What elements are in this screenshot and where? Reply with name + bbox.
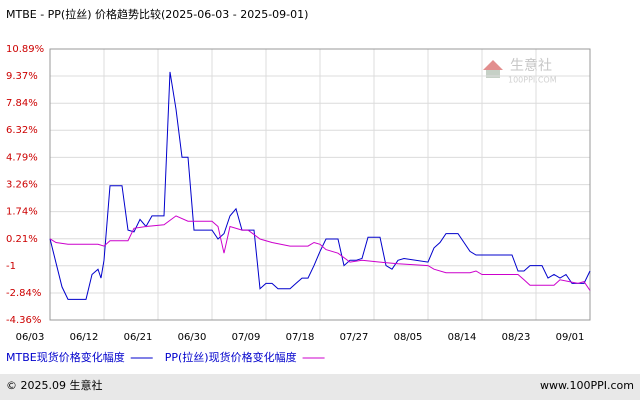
footer-bar xyxy=(0,374,640,400)
x-tick-label: 06/03 xyxy=(16,332,45,343)
y-tick-label: 4.79% xyxy=(6,152,38,163)
x-tick-label: 06/12 xyxy=(70,332,99,343)
chart-title: MTBE - PP(拉丝) 价格趋势比较(2025-06-03 - 2025-0… xyxy=(6,7,308,21)
y-tick-label: -4.36% xyxy=(6,315,41,326)
x-tick-label: 07/09 xyxy=(232,332,261,343)
watermark-text: 生意社 xyxy=(510,57,552,74)
y-tick-label: 6.32% xyxy=(6,125,38,136)
y-tick-label: 7.84% xyxy=(6,98,38,109)
plot-border xyxy=(49,48,591,321)
footer-left: © 2025.09 生意社 xyxy=(6,378,102,392)
x-tick-label: 08/05 xyxy=(394,332,423,343)
logo xyxy=(483,60,503,70)
footer-right: www.100PPI.com xyxy=(540,379,634,392)
watermark: 生意社 100PPI.COM xyxy=(483,57,557,85)
y-tick-label: -1 xyxy=(6,261,16,272)
y-tick-label: 10.89% xyxy=(6,44,44,55)
x-tick-label: 08/23 xyxy=(502,332,531,343)
y-tick-label: 3.26% xyxy=(6,180,38,191)
y-tick-label: 9.37% xyxy=(6,71,38,82)
watermark-text: 100PPI.COM xyxy=(508,76,557,85)
legend-label: MTBE现货价格变化幅度 xyxy=(6,350,125,364)
x-tick-label: 07/27 xyxy=(340,332,369,343)
logo xyxy=(486,70,500,78)
x-tick-label: 07/18 xyxy=(286,332,315,343)
y-tick-label: 0.21% xyxy=(6,234,38,245)
x-tick-label: 06/21 xyxy=(124,332,153,343)
y-tick-label: 1.74% xyxy=(6,207,38,218)
series-line xyxy=(49,71,591,300)
x-tick-label: 08/14 xyxy=(448,332,477,343)
series-line xyxy=(49,215,591,291)
x-tick-label: 06/30 xyxy=(178,332,207,343)
x-tick-label: 09/01 xyxy=(556,332,585,343)
legend-label: PP(拉丝)现货价格变化幅度 xyxy=(165,350,297,364)
y-tick-label: -2.84% xyxy=(6,288,41,299)
